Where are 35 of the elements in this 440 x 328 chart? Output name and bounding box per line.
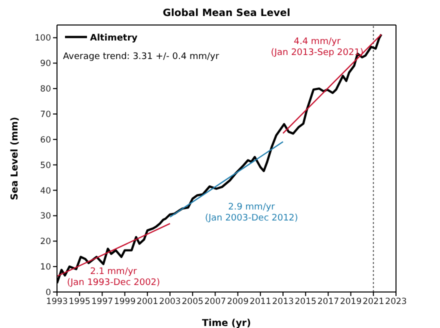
y-tick-label: 20 (40, 237, 51, 248)
x-tick-label: 2017 (317, 297, 340, 308)
y-tick-label: 80 (40, 84, 51, 95)
x-tick-label: 2005 (182, 297, 204, 308)
y-tick-label: 0 (46, 288, 51, 298)
y-tick-label: 40 (40, 186, 51, 196)
legend-label: Altimetry (90, 34, 138, 44)
x-tick-label: 2007 (204, 297, 226, 308)
x-tick-label: 2021 (362, 297, 384, 308)
y-tick-label: 90 (40, 59, 51, 70)
x-tick-label: 1995 (68, 297, 90, 308)
y-tick-label: 60 (40, 135, 51, 146)
y-tick-label: 30 (40, 212, 51, 222)
y-tick-label: 10 (40, 262, 51, 273)
series-label: 2.9 mm/yr (Jan 2003-Dec 2012) (204, 202, 298, 224)
series-label: 4.4 mm/yr (Jan 2013-Sep 2021) (270, 36, 364, 58)
x-tick-label: 2001 (136, 297, 158, 308)
x-tick-label: 2023 (385, 297, 407, 308)
x-tick-label: 2011 (250, 297, 272, 308)
x-tick-label: 1999 (114, 297, 136, 308)
x-tick-label: 2003 (159, 297, 181, 308)
x-tick-label: 1993 (46, 297, 68, 308)
x-tick-label: 2019 (340, 297, 362, 308)
series-label: 2.1 mm/yr (Jan 1993-Dec 2002) (66, 266, 160, 288)
x-axis-title: Time (yr) (202, 318, 251, 328)
y-tick-label: 70 (40, 110, 51, 120)
annotation: Average trend: 3.31 +/- 0.4 mm/yr (63, 52, 220, 62)
y-axis-title: Sea Level (mm) (9, 116, 20, 200)
x-tick-label: 2009 (226, 297, 249, 308)
x-tick-label: 2013 (272, 297, 294, 308)
chart-title: Global Mean Sea Level (162, 8, 292, 19)
y-tick-label: 50 (40, 160, 51, 171)
y-tick-label: 100 (34, 34, 51, 44)
x-tick-label: 2015 (294, 297, 316, 308)
x-tick-label: 1997 (91, 297, 114, 308)
